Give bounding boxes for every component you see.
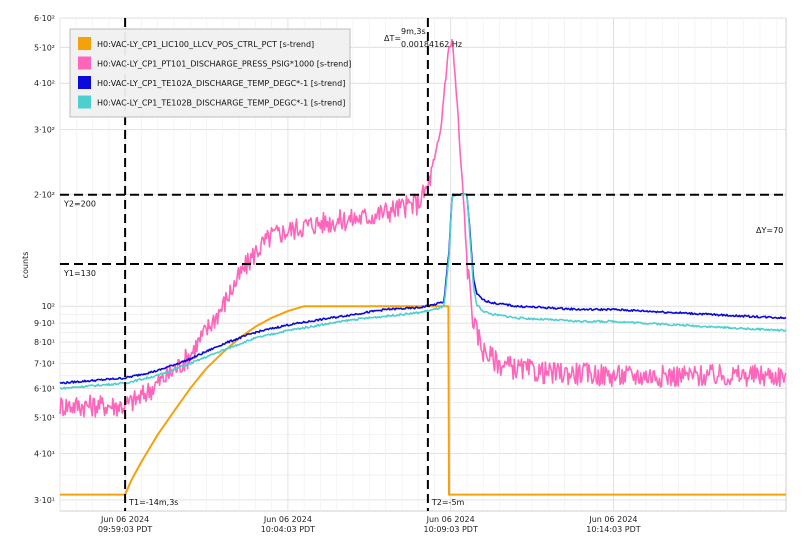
y-tick-label: 6·10¹ (34, 384, 55, 393)
y-tick-label: 2·10² (34, 191, 55, 200)
legend-entry: H0:VAC-LY_CP1_PT101_DISCHARGE_PRESS_PSIG… (97, 60, 351, 69)
x-tick-label: 09:59:03 PDT (98, 525, 152, 534)
y-tick-label: 3·10¹ (34, 496, 55, 505)
y-tick-label: 6·10² (34, 14, 55, 23)
x-tick-label: 10:09:03 PDT (424, 525, 478, 534)
x-tick-label: 10:04:03 PDT (261, 525, 315, 534)
legend-entry: H0:VAC-LY_CP1_TE102A_DISCHARGE_TEMP_DEGC… (97, 79, 345, 88)
series-line (59, 38, 787, 418)
y-tick-label: 3·10² (34, 126, 55, 135)
delta-y-label: ΔY=70 (756, 226, 783, 235)
legend: H0:VAC-LY_CP1_LIC100_LLCV_POS_CTRL_PCT [… (69, 28, 351, 118)
series-group (59, 38, 787, 496)
x-tick-label: Jun 06 2024 (588, 515, 637, 524)
legend-swatch (78, 76, 91, 89)
delta-t-frequency: 0.00184162 Hz (401, 40, 462, 49)
x-tick-label: Jun 06 2024 (100, 515, 149, 524)
horizontal-cursor-label: Y2=200 (63, 200, 96, 209)
horizontal-cursor-label: Y1=130 (63, 269, 96, 278)
vertical-cursor-label: T2=-5m (431, 498, 465, 507)
legend-entry: H0:VAC-LY_CP1_TE102B_DISCHARGE_TEMP_DEGC… (97, 99, 345, 108)
y-tick-label: 4·10¹ (34, 450, 55, 459)
x-tick-label: 10:14:03 PDT (586, 525, 640, 534)
series-line (59, 193, 787, 385)
y-tick-label: 10² (42, 302, 55, 311)
legend-entry: H0:VAC-LY_CP1_LIC100_LLCV_POS_CTRL_PCT [… (97, 40, 314, 49)
y-tick-label: 7·10¹ (34, 360, 55, 369)
delta-t-symbol: ΔT= (384, 34, 401, 43)
series-line (60, 305, 786, 496)
vertical-cursor-label: T1=-14m,3s (128, 498, 178, 507)
y-tick-label: 4·10² (34, 79, 55, 88)
series-line (59, 193, 787, 390)
y-tick-label: 8·10¹ (34, 338, 55, 347)
y-tick-label: 9·10¹ (34, 319, 55, 328)
y-tick-label: 5·10¹ (34, 414, 55, 423)
x-tick-label: Jun 06 2024 (263, 515, 312, 524)
y-axis-ticks: 3·10¹ 4·10¹ 5·10¹ 6·10¹ 7·10¹ 8·10¹ 9·10¹ 10² 2·… (34, 14, 55, 505)
cursor-group: T1=-14m,3s T2=-5m Y2=200 Y1=130 (60, 18, 786, 511)
legend-box (69, 28, 351, 118)
y-tick-label: 5·10² (34, 43, 55, 52)
y-axis-label: counts (21, 252, 30, 279)
legend-swatch (78, 37, 91, 50)
delta-t-value: 9m,3s (401, 27, 426, 36)
legend-swatch (78, 95, 91, 109)
legend-swatch (78, 56, 91, 70)
x-tick-label: Jun 06 2024 (426, 515, 475, 524)
